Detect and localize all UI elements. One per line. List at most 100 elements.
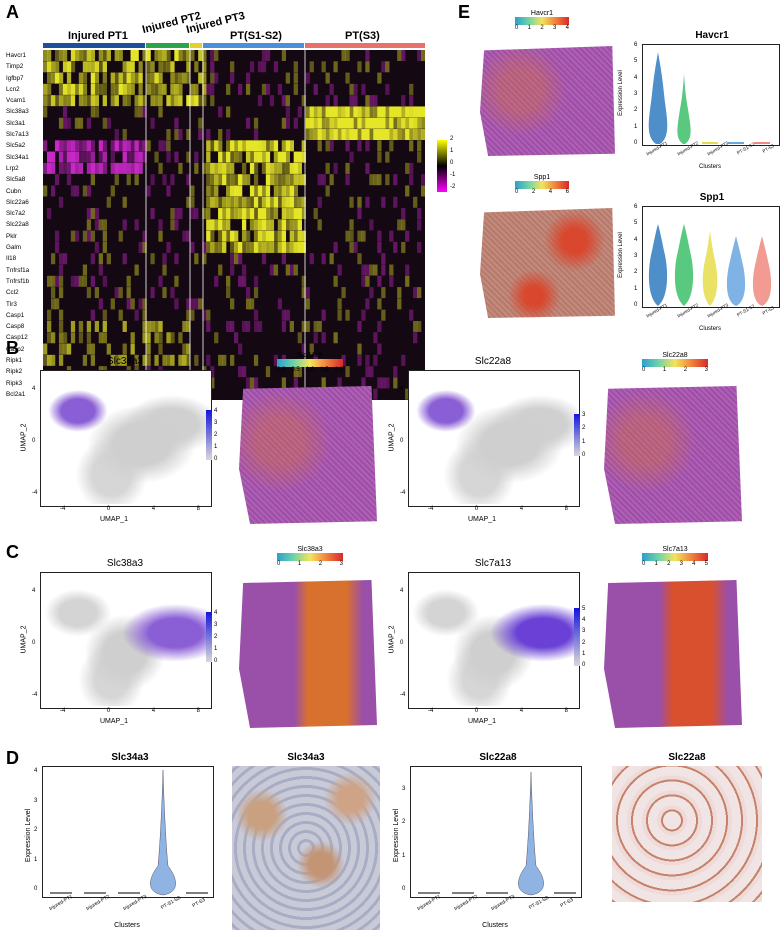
heatmap-cell bbox=[281, 50, 287, 61]
y-tick: 2 bbox=[634, 269, 638, 276]
heatmap-cell bbox=[285, 140, 291, 152]
heatmap-cell bbox=[162, 50, 167, 61]
heatmap-cell bbox=[385, 83, 390, 95]
heatmap-cell bbox=[54, 174, 60, 186]
heatmap-cell bbox=[249, 377, 255, 389]
heatmap-cell bbox=[190, 241, 195, 253]
heatmap-cell bbox=[257, 208, 263, 220]
colorbar-tick: -1 bbox=[450, 172, 456, 178]
heatmap-cell bbox=[158, 106, 163, 118]
gene-label: Slc34a1 bbox=[6, 153, 29, 161]
heatmap-cell bbox=[337, 309, 342, 321]
heatmap-cell bbox=[397, 287, 402, 299]
heatmap-cell bbox=[126, 140, 131, 152]
violin-title: Slc22a8 bbox=[479, 752, 517, 763]
heatmap-cell bbox=[170, 208, 175, 220]
gene-label: Tnfrsf1b bbox=[6, 277, 30, 285]
heatmap-cell bbox=[365, 298, 370, 310]
heatmap-cell bbox=[230, 264, 235, 276]
y-tick: 4 bbox=[634, 236, 638, 243]
heatmap-cell bbox=[170, 61, 175, 73]
violin-injured-pt1 bbox=[648, 52, 668, 144]
y-tick: 6 bbox=[634, 42, 638, 48]
heatmap-cell bbox=[102, 61, 107, 73]
colorbar-tick: 1.5 bbox=[320, 367, 329, 373]
umap-plot-slc22a8: Slc22a8 UMAP_2 UMAP_1 -4 0 4 8 4 0 -4 3 … bbox=[388, 356, 588, 526]
heatmap-cell bbox=[198, 50, 203, 61]
legend-tick: 4 bbox=[582, 617, 586, 624]
heatmap-cell bbox=[385, 117, 390, 129]
gene-label: Slc22a8 bbox=[6, 221, 29, 229]
heatmap-cell bbox=[126, 287, 131, 299]
heatmap-cell bbox=[333, 106, 338, 118]
heatmap-cell bbox=[166, 332, 171, 344]
heatmap-cell bbox=[142, 230, 147, 242]
umap-legend-bar bbox=[206, 410, 212, 460]
heatmap-cell bbox=[349, 117, 354, 129]
heatmap-cell bbox=[182, 50, 187, 61]
heatmap-cell bbox=[261, 241, 267, 253]
heatmap-cell bbox=[373, 354, 378, 366]
y-tick: 4 bbox=[400, 588, 404, 594]
heatmap-cell bbox=[58, 332, 64, 344]
heatmap-cell bbox=[253, 140, 259, 152]
heatmap-cell bbox=[46, 275, 52, 287]
heatmap-cell bbox=[98, 140, 103, 152]
heatmap-cell bbox=[206, 83, 211, 95]
legend-tick: 2 bbox=[582, 639, 586, 646]
heatmap-cell bbox=[94, 83, 100, 95]
heatmap-cell bbox=[214, 241, 219, 253]
y-tick: 0 bbox=[402, 885, 406, 892]
heatmap-cell bbox=[162, 253, 167, 265]
heatmap-cell bbox=[166, 129, 171, 141]
heatmap-cell bbox=[261, 162, 267, 174]
spatial-tissue bbox=[604, 386, 742, 524]
heatmap-cell bbox=[257, 196, 263, 208]
heatmap-cell bbox=[218, 162, 223, 174]
heatmap-cell bbox=[369, 117, 374, 129]
heatmap-cell bbox=[257, 320, 263, 332]
heatmap-cell bbox=[138, 298, 143, 310]
heatmap-cell bbox=[150, 174, 155, 186]
feature-colorbar: Slc7a13 0 1 2 3 4 5 bbox=[642, 546, 708, 567]
heatmap-cell bbox=[297, 162, 302, 174]
heatmap-cell bbox=[329, 253, 334, 265]
violin-shapes bbox=[418, 771, 576, 896]
heatmap-cell bbox=[86, 208, 92, 220]
heatmap-cell bbox=[106, 196, 111, 208]
heatmap-cell bbox=[293, 208, 298, 220]
heatmap-cell bbox=[253, 320, 259, 332]
heatmap-cell bbox=[409, 162, 414, 174]
heatmap-cell bbox=[245, 320, 251, 332]
violin-pt-s3 bbox=[752, 236, 772, 306]
heatmap-cell bbox=[325, 129, 330, 141]
heatmap-cell bbox=[313, 117, 318, 129]
heatmap-cell bbox=[234, 230, 239, 242]
umap-y-ticks: 4 0 -4 bbox=[32, 386, 37, 496]
heatmap-cell bbox=[321, 61, 326, 73]
y-axis-label: Expression Level bbox=[617, 232, 624, 278]
heatmap-cell bbox=[142, 106, 147, 118]
heatmap-cell bbox=[226, 185, 231, 197]
y-tick: 3 bbox=[402, 786, 406, 792]
heatmap-cell bbox=[114, 50, 119, 61]
heatmap-cell bbox=[305, 287, 310, 299]
group-bar-pt-s3 bbox=[305, 43, 425, 48]
gene-label: Ripk1 bbox=[6, 357, 23, 365]
heatmap-cell bbox=[190, 50, 195, 61]
heatmap-cell bbox=[146, 50, 151, 61]
heatmap-cell bbox=[365, 61, 370, 73]
heatmap-cell bbox=[226, 320, 231, 332]
heatmap-cell bbox=[277, 196, 283, 208]
heatmap-cell bbox=[158, 95, 163, 107]
heatmap-cell bbox=[70, 230, 76, 242]
heatmap-cell bbox=[230, 253, 235, 265]
heatmap-cell bbox=[321, 106, 326, 118]
heatmap-cell bbox=[353, 106, 358, 118]
y-tick: 2 bbox=[402, 819, 406, 826]
heatmap-cell bbox=[194, 298, 199, 310]
heatmap-cell bbox=[50, 72, 56, 84]
heatmap-cell bbox=[377, 343, 382, 355]
group-bar-injured-pt3 bbox=[190, 43, 202, 48]
heatmap-cell bbox=[230, 151, 235, 163]
